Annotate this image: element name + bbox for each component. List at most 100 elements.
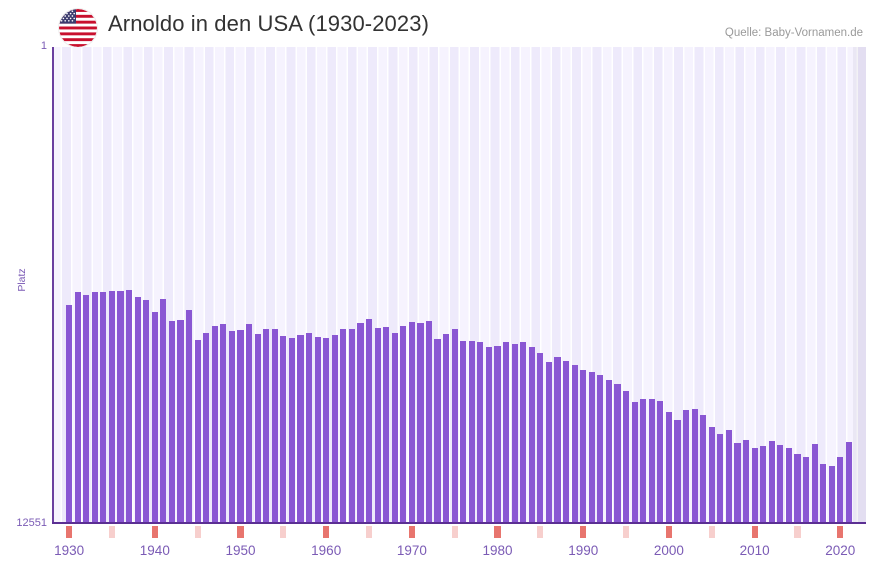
bar <box>280 335 287 524</box>
x-axis-tick-label: 1970 <box>396 543 427 558</box>
bar <box>263 328 270 524</box>
bar <box>100 291 107 524</box>
bar <box>631 401 638 524</box>
bar <box>460 340 467 524</box>
bar-series <box>52 47 866 524</box>
bar <box>682 410 690 524</box>
x-axis-major-tick <box>580 526 587 538</box>
x-axis-major-tick <box>665 526 672 538</box>
bar <box>622 391 630 524</box>
bar <box>186 310 193 524</box>
bar <box>228 331 235 524</box>
x-axis-major-tick <box>751 526 758 538</box>
bar <box>134 297 141 524</box>
source-attribution: Quelle: Baby-Vornamen.de <box>724 27 863 39</box>
bar <box>288 338 295 524</box>
x-axis-tick-label: 1940 <box>139 543 170 558</box>
x-axis-minor-tick <box>365 526 373 538</box>
bar <box>151 312 158 524</box>
bar <box>674 419 681 524</box>
x-axis-major-tick <box>494 526 501 538</box>
bar <box>211 325 218 524</box>
bar <box>657 401 664 524</box>
x-axis-major-tick <box>408 526 415 538</box>
bar <box>400 325 407 524</box>
bar <box>160 299 167 524</box>
page-title: Arnoldo in den USA (1930-2023) <box>108 11 429 36</box>
y-axis-line <box>52 47 54 524</box>
bar <box>374 328 381 524</box>
x-axis-tick-label: 2010 <box>739 543 770 558</box>
bar <box>314 337 321 524</box>
x-axis-tick-marks <box>52 526 866 538</box>
x-axis-major-tick <box>323 526 330 538</box>
bar <box>305 332 313 524</box>
bar <box>425 321 433 524</box>
bar <box>245 324 253 524</box>
x-axis-tick-label: 2000 <box>653 543 684 558</box>
chart-header: Arnoldo in den USA (1930-2023) Quelle: B… <box>0 0 873 47</box>
bar <box>648 398 655 524</box>
x-axis-minor-tick <box>280 526 287 538</box>
bar <box>194 339 201 524</box>
bar <box>717 433 724 524</box>
chart-plot-area <box>52 47 866 524</box>
bar <box>588 371 595 524</box>
bar <box>614 383 621 524</box>
bar <box>297 335 304 524</box>
x-axis-line <box>52 522 866 524</box>
bar <box>554 357 561 524</box>
y-axis-title: Platz <box>16 268 28 292</box>
bar <box>477 341 484 524</box>
x-axis-minor-tick <box>451 526 458 538</box>
x-axis-tick-label: 2020 <box>825 543 856 558</box>
bar <box>742 440 750 524</box>
bar <box>708 427 715 524</box>
bar <box>443 333 450 524</box>
x-axis-minor-tick <box>708 526 715 538</box>
bar <box>254 333 261 524</box>
bar <box>734 443 741 524</box>
bar <box>580 370 587 524</box>
bar <box>417 322 424 524</box>
bar <box>691 409 698 524</box>
bar <box>383 327 390 524</box>
bar <box>66 305 73 524</box>
bar <box>845 442 852 524</box>
bar <box>168 321 176 524</box>
bar <box>511 343 518 524</box>
bar <box>725 430 732 524</box>
x-axis-minor-tick <box>537 526 544 538</box>
y-axis-tick-bottom: 12551 <box>16 517 47 529</box>
bar <box>143 300 150 524</box>
bar <box>528 346 535 524</box>
bar <box>451 328 458 524</box>
bar <box>83 294 90 524</box>
x-axis-major-tick <box>837 526 844 538</box>
bar <box>828 465 835 524</box>
bar <box>802 456 810 524</box>
bar <box>700 414 707 524</box>
bar <box>768 440 775 524</box>
bar <box>520 341 527 524</box>
bar <box>434 338 441 524</box>
bar <box>563 361 570 524</box>
x-axis-minor-tick <box>108 526 116 538</box>
bar <box>108 290 116 524</box>
bar <box>203 332 210 524</box>
bar <box>494 345 501 524</box>
bar <box>391 333 398 524</box>
bar <box>811 444 818 524</box>
bar <box>777 444 784 524</box>
bar <box>605 379 613 524</box>
x-axis-minor-tick <box>794 526 801 538</box>
bar <box>237 330 244 524</box>
bar <box>117 291 124 524</box>
bar <box>665 411 672 524</box>
bar <box>485 347 493 524</box>
x-axis-tick-label: 1990 <box>568 543 599 558</box>
x-axis-major-tick <box>151 526 158 538</box>
bar <box>91 291 98 524</box>
bar <box>340 329 347 524</box>
bar <box>503 341 510 524</box>
